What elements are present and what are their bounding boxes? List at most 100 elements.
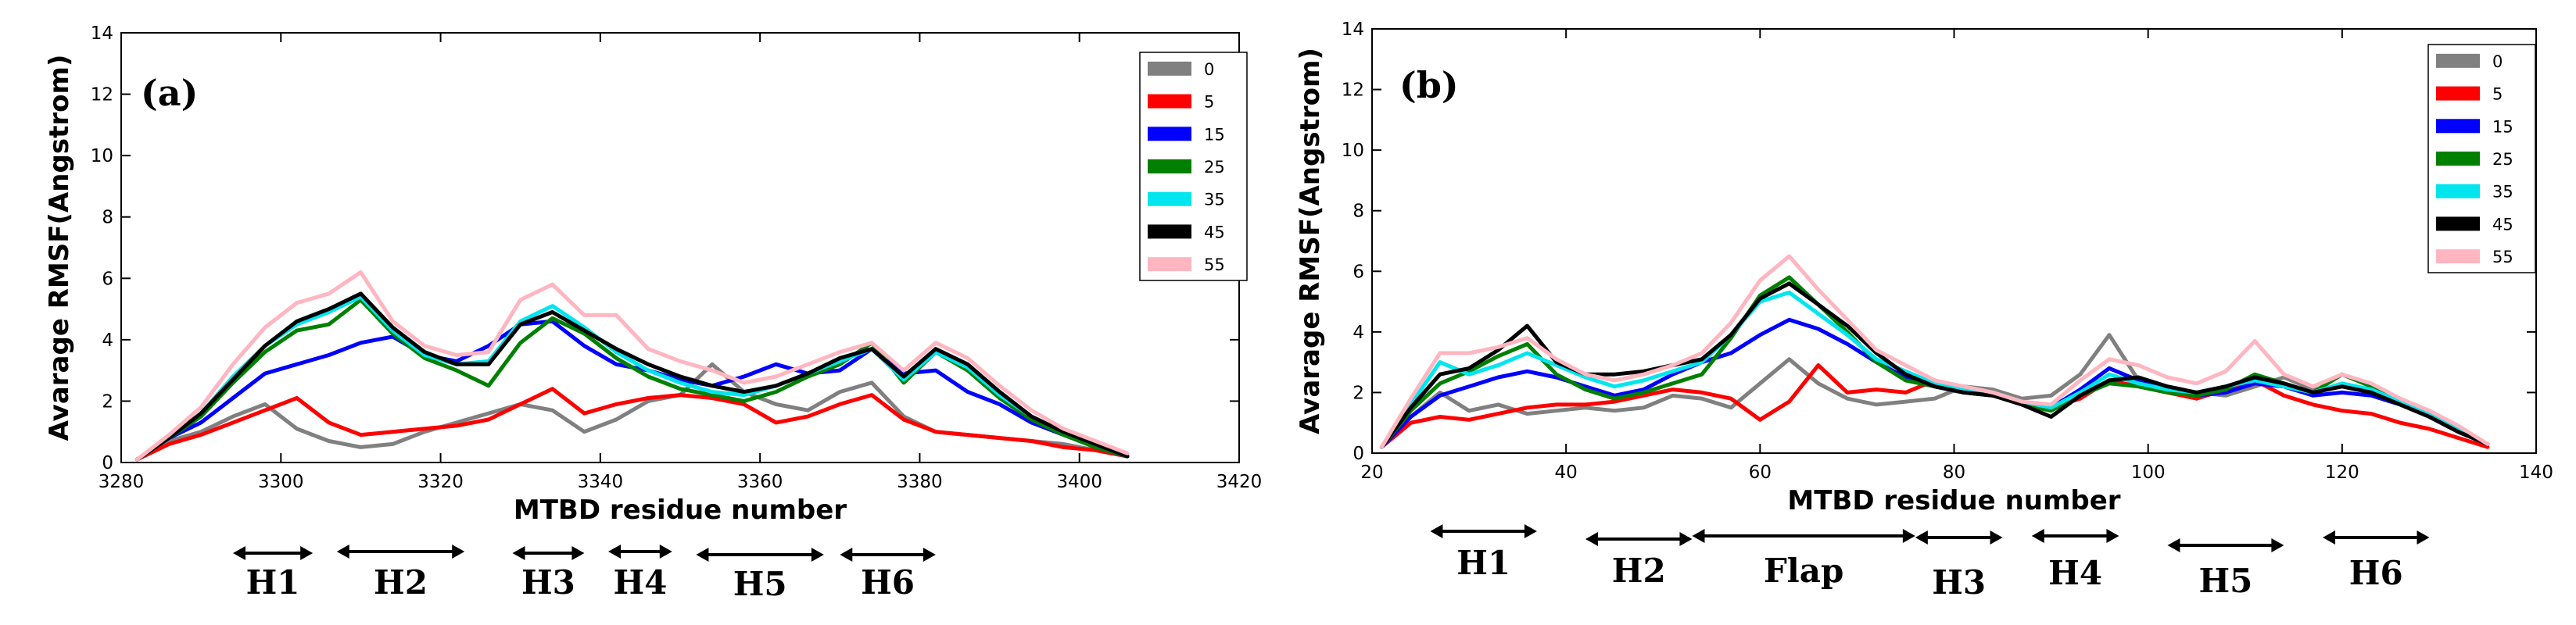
y-tick-label: 2	[102, 391, 113, 412]
helix-annotation-h4: H4	[608, 545, 672, 602]
helix-label: H4	[613, 563, 667, 602]
helix-arrow-head-left	[608, 545, 622, 559]
series-line-25	[134, 298, 1130, 462]
y-axis-title: Avarage RMSF(Angstrom)	[44, 55, 75, 441]
legend-label-15: 15	[2492, 117, 2513, 136]
x-tick-label: 3280	[99, 472, 145, 492]
legend-label-5: 5	[1204, 93, 1214, 112]
helix-label: Flap	[1764, 552, 1843, 590]
helix-arrow-head-right	[811, 548, 824, 562]
series-line-5	[134, 387, 1130, 462]
legend-swatch-15	[1148, 127, 1191, 141]
helix-annotation-h2: H2	[336, 545, 465, 602]
legend-swatch-35	[2436, 184, 2480, 198]
x-tick-label: 3420	[1216, 472, 1263, 492]
legend: 0 5 15 25 35 45 55	[2427, 44, 2536, 273]
helix-arrow-head-left	[233, 546, 245, 560]
helix-arrow-head-left	[1692, 529, 1705, 543]
helix-annotation-h4: H4	[2031, 529, 2119, 592]
helix-arrow-head-left	[1585, 532, 1598, 546]
legend-swatch-35	[1148, 191, 1191, 206]
legend-swatch-0	[2436, 53, 2480, 68]
x-tick-label: 100	[2131, 462, 2166, 483]
helix-arrow-head-right	[923, 548, 936, 562]
helix-annotation-h3: H3	[512, 546, 585, 602]
series-line-45	[134, 291, 1130, 462]
helix-label: H3	[1932, 563, 1986, 602]
helix-arrow-head-right	[571, 546, 585, 560]
series-line-15	[134, 319, 1130, 462]
legend-label-25: 25	[1204, 158, 1225, 177]
helix-label: H1	[246, 563, 300, 602]
helix-label: H2	[1612, 552, 1666, 590]
legend-swatch-25	[1148, 159, 1191, 173]
x-axis-title: MTBD residue number	[1787, 485, 2120, 516]
y-tick-label: 14	[1342, 20, 1364, 40]
legend-label-55: 55	[2492, 248, 2513, 266]
x-tick-label: 3340	[578, 472, 624, 492]
helix-annotation-h5: H5	[696, 548, 824, 603]
legend-swatch-45	[1148, 224, 1191, 239]
legend-label-45: 45	[1204, 223, 1225, 241]
y-tick-label: 14	[91, 23, 113, 44]
y-tick-label: 0	[1352, 444, 1364, 464]
legend-label-5: 5	[2492, 85, 2503, 104]
helix-arrow-head-right	[1679, 532, 1693, 546]
y-tick-label: 4	[1352, 323, 1364, 343]
helix-annotation-h6: H6	[2323, 530, 2430, 592]
helix-label: H3	[521, 563, 575, 602]
y-tick-label: 2	[1352, 383, 1364, 403]
helix-label: H2	[374, 563, 428, 602]
y-tick-label: 4	[102, 330, 113, 351]
helix-arrow-head-right	[452, 545, 465, 559]
y-tick-label: 6	[1352, 262, 1364, 282]
legend-label-45: 45	[2492, 215, 2513, 234]
helix-arrow-head-left	[1430, 524, 1443, 538]
helix-label: H6	[2349, 554, 2403, 592]
x-tick-label: 60	[1749, 462, 1772, 483]
legend-label-0: 0	[2492, 52, 2503, 71]
helix-label: H5	[2198, 562, 2252, 600]
helix-annotation-h1: H1	[1430, 524, 1537, 582]
helix-arrow-head-right	[1902, 529, 1915, 543]
x-tick-label: 20	[1360, 462, 1383, 483]
x-tick-label: 120	[2325, 462, 2359, 483]
legend-swatch-15	[2436, 119, 2480, 134]
legend: 0 5 15 25 35 45 55	[1139, 52, 1248, 281]
helix-arrow-head-left	[696, 548, 709, 562]
helix-arrow-head-right	[300, 546, 313, 560]
legend-label-25: 25	[2492, 150, 2513, 169]
y-axis-title: Avarage RMSF(Angstrom)	[1295, 48, 1326, 434]
panel-label: (a)	[141, 72, 198, 114]
chart-panel-b: 20 40 60 80 100 120 140 0 2 4 6 8 10 12 14 MTBD residue…	[1295, 20, 2553, 602]
helix-arrow-head-left	[2167, 538, 2180, 552]
panel-label: (b)	[1399, 64, 1459, 106]
series-line-35	[1379, 290, 2490, 449]
y-tick-label: 6	[102, 269, 113, 289]
chart-panel-a: 3280 3300 3320 3340 3360 3380 3400 3420 0 2 4 6 8 10 1…	[44, 23, 1262, 603]
legend-label-35: 35	[1204, 191, 1225, 209]
legend-swatch-55	[1148, 257, 1191, 272]
helix-label: H4	[2048, 554, 2102, 592]
legend-label-15: 15	[1204, 125, 1225, 144]
legend-swatch-5	[2436, 86, 2480, 101]
legend-swatch-5	[1148, 94, 1191, 109]
helix-arrow-head-left	[2031, 529, 2044, 543]
series-line-55	[134, 270, 1130, 462]
x-tick-label: 140	[2519, 462, 2553, 483]
legend-swatch-45	[2436, 216, 2480, 231]
legend-label-0: 0	[1204, 60, 1214, 79]
helix-label: H1	[1456, 544, 1510, 582]
helix-arrow-head-right	[2106, 529, 2119, 543]
series-line-35	[134, 295, 1130, 462]
x-axis-title: MTBD residue number	[514, 495, 847, 526]
y-tick-label: 8	[102, 208, 113, 228]
helix-annotation-h5: H5	[2167, 538, 2284, 600]
y-tick-label: 12	[1342, 80, 1364, 101]
helix-arrow-head-right	[2271, 538, 2284, 552]
legend-swatch-25	[2436, 152, 2480, 166]
legend-label-35: 35	[2492, 183, 2513, 202]
helix-arrow-head-left	[512, 546, 525, 560]
helix-label: H5	[733, 565, 787, 603]
x-tick-label: 3360	[737, 472, 783, 492]
